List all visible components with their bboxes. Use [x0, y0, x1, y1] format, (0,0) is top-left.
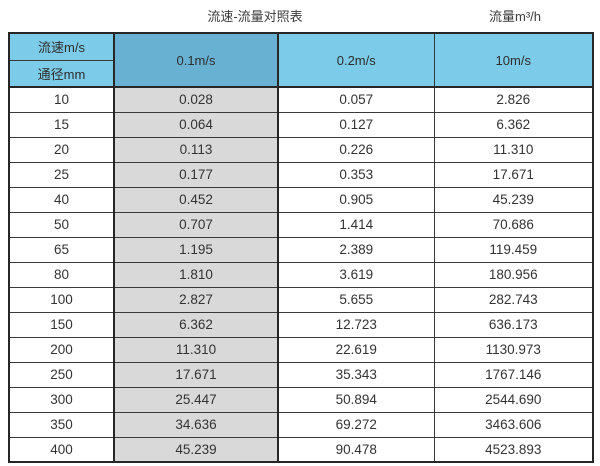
table-row: 20 0.113 0.226 11.310: [8, 136, 594, 163]
flow-value-cell: 0.064: [113, 111, 279, 138]
flow-value-cell: 2.826: [433, 86, 594, 113]
table-row: 10 0.028 0.057 2.826: [8, 86, 594, 113]
flow-value-cell: 50.894: [277, 386, 435, 413]
flow-value-cell: 3.619: [277, 261, 435, 288]
flow-value-cell: 282.743: [433, 286, 594, 313]
flow-value-cell: 2.827: [113, 286, 279, 313]
flow-value-cell: 0.177: [113, 161, 279, 188]
table-row: 150 6.362 12.723 636.173: [8, 311, 594, 338]
diameter-cell: 15: [8, 111, 115, 138]
flow-value-cell: 2.389: [277, 236, 435, 263]
flow-value-cell: 0.226: [277, 136, 435, 163]
flow-value-cell: 69.272: [277, 411, 435, 438]
flow-value-cell: 22.619: [277, 336, 435, 363]
header-diameter-label: 通径mm: [8, 59, 115, 88]
flow-unit-label: 流量m³/h: [488, 9, 541, 24]
diameter-cell: 10: [8, 86, 115, 113]
diameter-cell: 65: [8, 236, 115, 263]
flow-value-cell: 119.459: [433, 236, 594, 263]
diameter-cell: 150: [8, 311, 115, 338]
flow-value-cell: 0.905: [277, 186, 435, 213]
flow-value-cell: 70.686: [433, 211, 594, 238]
flow-value-cell: 17.671: [113, 361, 279, 388]
flow-value-cell: 1.810: [113, 261, 279, 288]
table-title: 流速-流量对照表: [207, 9, 303, 24]
flow-value-cell: 6.362: [113, 311, 279, 338]
diameter-cell: 40: [8, 186, 115, 213]
flow-value-cell: 25.447: [113, 386, 279, 413]
flow-value-cell: 6.362: [433, 111, 594, 138]
flow-value-cell: 0.452: [113, 186, 279, 213]
flow-value-cell: 4523.893: [433, 436, 594, 463]
flow-value-cell: 1.414: [277, 211, 435, 238]
table-row: 15 0.064 0.127 6.362: [8, 111, 594, 138]
table-row: 100 2.827 5.655 282.743: [8, 286, 594, 313]
table-row: 25 0.177 0.353 17.671: [8, 161, 594, 188]
diameter-cell: 200: [8, 336, 115, 363]
flow-value-cell: 90.478: [277, 436, 435, 463]
flow-value-cell: 12.723: [277, 311, 435, 338]
table-row: 350 34.636 69.272 3463.606: [8, 411, 594, 438]
table-row: 50 0.707 1.414 70.686: [8, 211, 594, 238]
diameter-cell: 50: [8, 211, 115, 238]
header-col-10ms: 10m/s: [433, 32, 594, 88]
flow-conversion-table: 流速m/s 0.1m/s 0.2m/s 10m/s 通径mm 10 0.028 0.…: [8, 32, 594, 463]
flow-value-cell: 2544.690: [433, 386, 594, 413]
flow-value-cell: 34.636: [113, 411, 279, 438]
diameter-cell: 250: [8, 361, 115, 388]
table-row: 80 1.810 3.619 180.956: [8, 261, 594, 288]
table-row: 40 0.452 0.905 45.239: [8, 186, 594, 213]
flow-value-cell: 0.028: [113, 86, 279, 113]
flow-value-cell: 45.239: [113, 436, 279, 463]
flow-value-cell: 0.113: [113, 136, 279, 163]
flow-value-cell: 636.173: [433, 311, 594, 338]
table-header: 流速m/s 0.1m/s 0.2m/s 10m/s 通径mm: [8, 32, 594, 88]
header-col-0.1ms: 0.1m/s: [113, 32, 279, 88]
table-row: 250 17.671 35.343 1767.146: [8, 361, 594, 388]
header-velocity-label: 流速m/s: [8, 32, 115, 61]
flow-value-cell: 0.057: [277, 86, 435, 113]
diameter-cell: 100: [8, 286, 115, 313]
flow-value-cell: 11.310: [113, 336, 279, 363]
table-row: 300 25.447 50.894 2544.690: [8, 386, 594, 413]
flow-value-cell: 5.655: [277, 286, 435, 313]
table-row: 65 1.195 2.389 119.459: [8, 236, 594, 263]
table-row: 200 11.310 22.619 1130.973: [8, 336, 594, 363]
flow-value-cell: 11.310: [433, 136, 594, 163]
diameter-cell: 350: [8, 411, 115, 438]
table-body: 10 0.028 0.057 2.826 15 0.064 0.127 6.362 20 0.11…: [8, 86, 594, 463]
flow-value-cell: 3463.606: [433, 411, 594, 438]
diameter-cell: 25: [8, 161, 115, 188]
header-col-0.2ms: 0.2m/s: [277, 32, 435, 88]
flow-value-cell: 0.127: [277, 111, 435, 138]
diameter-cell: 300: [8, 386, 115, 413]
diameter-cell: 400: [8, 436, 115, 463]
flow-value-cell: 1.195: [113, 236, 279, 263]
diameter-cell: 80: [8, 261, 115, 288]
diameter-cell: 20: [8, 136, 115, 163]
titlebar: 流速-流量对照表 流量m³/h: [0, 0, 600, 32]
flow-value-cell: 1767.146: [433, 361, 594, 388]
flow-value-cell: 1130.973: [433, 336, 594, 363]
flow-value-cell: 35.343: [277, 361, 435, 388]
table-row: 400 45.239 90.478 4523.893: [8, 436, 594, 463]
flow-value-cell: 45.239: [433, 186, 594, 213]
flow-value-cell: 0.353: [277, 161, 435, 188]
flow-value-cell: 17.671: [433, 161, 594, 188]
flow-value-cell: 0.707: [113, 211, 279, 238]
flow-value-cell: 180.956: [433, 261, 594, 288]
